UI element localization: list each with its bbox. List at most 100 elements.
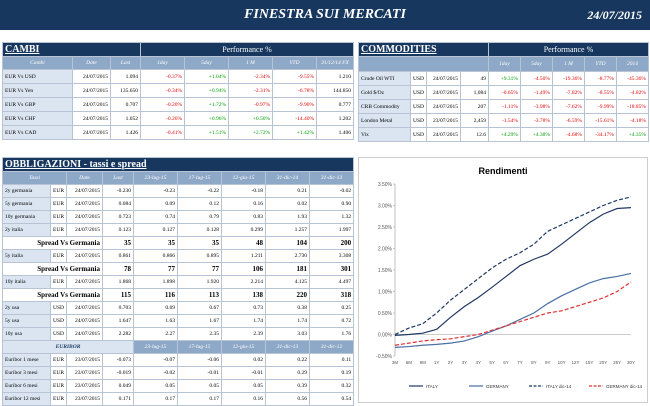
cell: 0.723	[102, 210, 134, 224]
cell: -19.36%	[552, 71, 585, 86]
cell: 1.32	[308, 210, 355, 224]
cell: London Metal	[358, 113, 411, 128]
y-tick-label: 2.00%	[378, 247, 393, 253]
cell: 24/07/2015	[66, 275, 103, 289]
cell: 0.11	[308, 353, 355, 367]
cell: 0.171	[102, 392, 134, 406]
cell: 0.299	[221, 223, 266, 237]
cell: -34.17%	[584, 127, 617, 142]
cell: Vix	[358, 127, 411, 142]
cell: 0.866	[133, 249, 178, 263]
cell: 0.127	[133, 223, 178, 237]
column-header: 2014	[616, 56, 649, 72]
data-row: Euribor 1 mese EUR 23/07/2015 -0.073 -0.07 -0…	[2, 353, 355, 367]
cell: USD	[410, 85, 427, 100]
cell: 2y germania	[2, 184, 51, 198]
column-header: Cambi	[2, 56, 73, 70]
header-row: 1day 5day 1 M YTD 2014	[358, 56, 649, 72]
column-header: 31-dic-14	[265, 171, 310, 185]
cell: 3.308	[308, 249, 355, 263]
cell: Euribor 6 mesi	[2, 379, 51, 393]
x-tick-label: 3M	[392, 360, 399, 365]
cell: EUR	[50, 353, 67, 367]
cell: 24/07/2015	[66, 197, 103, 211]
spread-value: 220	[265, 288, 310, 302]
cell: -0.02	[133, 366, 178, 380]
header-row: Cambi Date Last 1day 5day 1 M YTD 31/12/14 FX	[2, 56, 355, 70]
cell: +0.94%	[184, 83, 230, 98]
data-row: EUR Vs CHF 24/07/2015 1.052 -0.26% +0.96% +0.…	[2, 111, 355, 126]
data-row: 2y usa USD 24/07/2015 0.703 0.69 0.67 0.73 0.38…	[2, 301, 355, 315]
cell: 0.895	[177, 249, 222, 263]
cell: 1.052	[109, 111, 142, 126]
cell: 1.898	[133, 275, 178, 289]
y-tick-label: 0.50%	[378, 311, 393, 317]
column-header: 23-lug-15	[133, 340, 178, 354]
cell: 1.406	[316, 125, 355, 140]
x-tick-label: 25Y	[613, 360, 621, 365]
cell: USD	[410, 71, 427, 86]
cell: 0.74	[133, 210, 178, 224]
chart-title: Rendimenti	[478, 166, 527, 176]
y-tick-label: 3.00%	[378, 204, 393, 210]
column-header: 17-lug-15	[177, 171, 222, 185]
spread-value: 104	[265, 236, 310, 250]
cell: -0.34%	[140, 83, 186, 98]
data-row: Crude Oil WTI USD 24/07/2015 49 +9.31% -4.50%…	[358, 71, 649, 86]
column-header: 23-lug-15	[133, 171, 178, 185]
x-tick-label: 3Y	[462, 360, 468, 365]
cell: -45.36%	[616, 71, 649, 86]
cell: -14.40%	[272, 111, 318, 126]
cell: Euribor 12 mesi	[2, 392, 51, 406]
header-bar: FINESTRA SUI MERCATI 24/07/2015	[0, 0, 650, 30]
cell: 0.32	[308, 379, 355, 393]
cell: +0.50%	[228, 111, 274, 126]
cell: EUR	[50, 392, 67, 406]
cell: -15.61%	[584, 113, 617, 128]
cell: EUR Vs CAD	[2, 125, 73, 140]
spread-label: Spread Vs Germania	[2, 236, 103, 250]
cell: 2,459	[460, 113, 489, 128]
cell: EUR	[50, 275, 67, 289]
column-header: Tassi	[2, 171, 67, 185]
cell: 1.74	[265, 314, 310, 328]
spread-value: 138	[221, 288, 266, 302]
cell: -0.02	[308, 184, 355, 198]
spread-value: 35	[133, 236, 178, 250]
cell: EUR Vs CHF	[2, 111, 73, 126]
cell: +1.51%	[184, 125, 230, 140]
cell: -0.07	[133, 353, 178, 367]
spread-value: 113	[177, 288, 222, 302]
title-row: OBBLIGAZIONI - tassi e spread	[1, 157, 355, 172]
data-row: Vix USD 24/07/2015 12.6 +4.29% +4.38% -4.68% -3…	[358, 127, 649, 142]
cell: 5y italia	[2, 249, 51, 263]
cell: EUR Vs Yen	[2, 83, 73, 98]
x-tick-label: 1Y	[434, 360, 440, 365]
cell: USD	[410, 113, 427, 128]
column-header: 5day	[184, 56, 230, 70]
title-row: COMMODITIES Performance %	[358, 42, 649, 57]
cell: -0.01	[177, 366, 222, 380]
cell: 0.25	[308, 301, 355, 315]
cell: EUR	[50, 249, 67, 263]
cell: 10y italia	[2, 275, 51, 289]
header-row: Tassi Date Last 23-lug-15 17-lug-15 12-giu-15…	[2, 171, 355, 185]
cell: 2.27	[133, 327, 178, 341]
cell: -9.99%	[584, 99, 617, 114]
series-line	[394, 196, 632, 336]
cell: 23/07/2015	[66, 353, 103, 367]
x-tick-label: 9Y	[545, 360, 551, 365]
x-tick-label: 2Y	[448, 360, 454, 365]
cell: 2y usa	[2, 301, 51, 315]
cell: EUR	[50, 366, 67, 380]
spread-value: 301	[308, 262, 355, 276]
cell: CRB Commodity	[358, 99, 411, 114]
cell: 4.497	[308, 275, 355, 289]
cell: 0.05	[221, 379, 266, 393]
cell: 2.730	[265, 249, 310, 263]
cell: 0.123	[102, 223, 134, 237]
section-title: CAMBI	[1, 42, 142, 57]
y-tick-label: 2.50%	[378, 225, 393, 231]
cell: 24/07/2015	[72, 83, 111, 98]
